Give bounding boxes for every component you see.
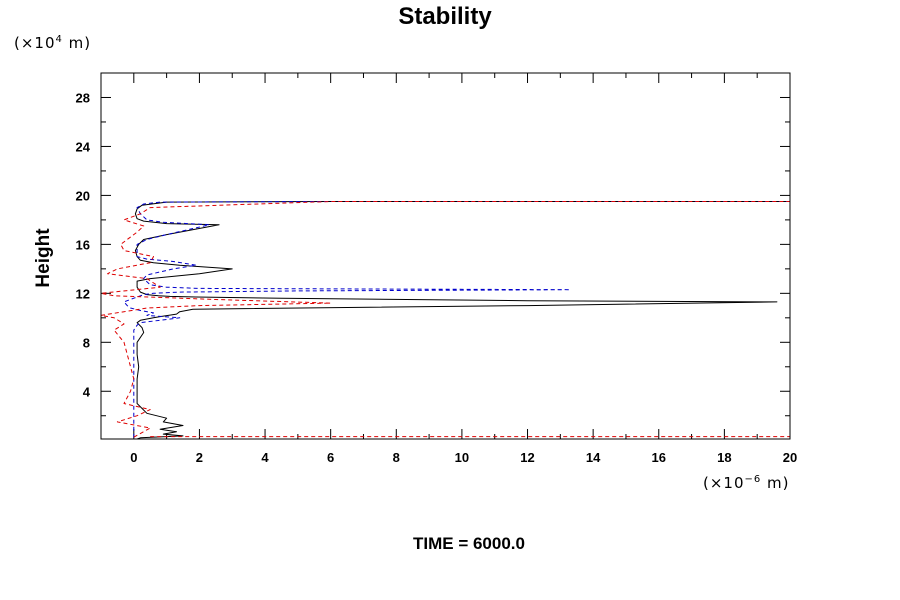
plot-frame [100,72,791,440]
y-axis-unit: (×104 m) [14,34,91,52]
x-tick-label: 2 [196,450,203,465]
series-line-black-0 [134,201,790,440]
x-tick-label: 6 [327,450,334,465]
x-tick-label: 0 [130,450,137,465]
y-tick-label: 24 [76,139,91,154]
series-line-red-2 [100,201,790,438]
time-footer: TIME = 6000.0 [413,534,525,553]
x-tick-label: 14 [586,450,601,465]
x-tick-label: 18 [717,450,731,465]
x-tick-label: 10 [455,450,469,465]
y-axis-label: Height [33,228,54,288]
x-tick-label: 16 [652,450,666,465]
y-tick-label: 28 [76,90,90,105]
y-tick-label: 20 [76,188,90,203]
y-tick-label: 12 [76,286,90,301]
y-tick-label: 8 [83,335,90,350]
series-line-blue-1 [123,201,790,438]
data-series [100,201,790,440]
x-tick-label: 4 [261,450,269,465]
x-axis-unit: (×10−6 m) [703,474,790,492]
x-tick-label: 8 [393,450,400,465]
y-tick-label: 16 [76,237,90,252]
chart-title: Stability [398,3,492,30]
y-tick-label: 4 [83,384,91,399]
x-tick-label: 12 [520,450,534,465]
x-tick-label: 20 [783,450,797,465]
